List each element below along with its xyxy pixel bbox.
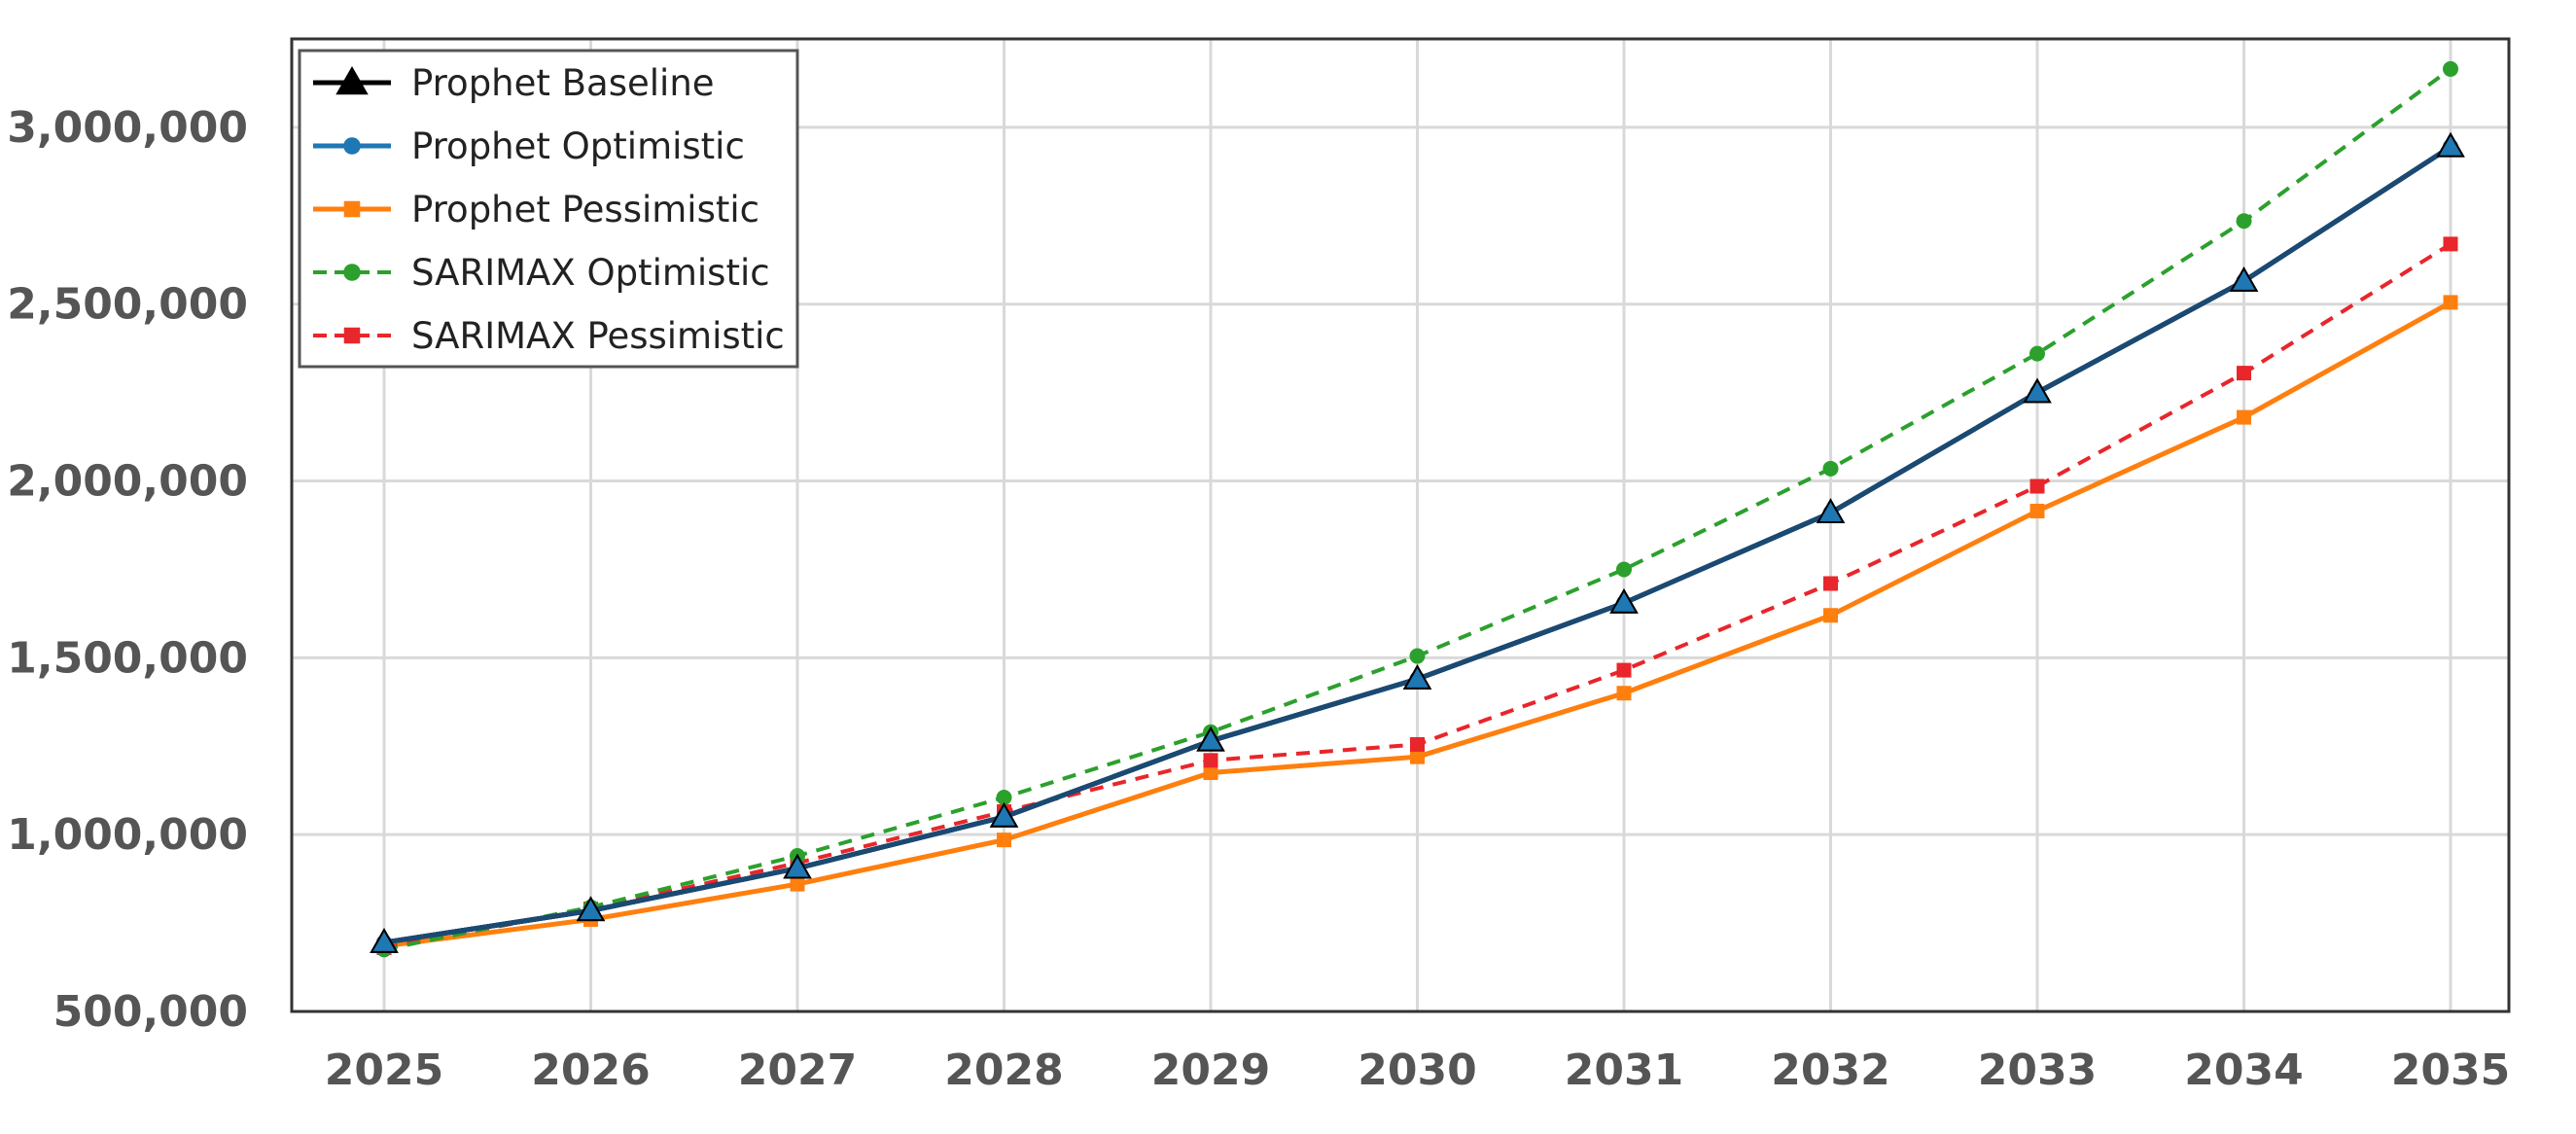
legend-label: Prophet Baseline bbox=[411, 62, 715, 104]
y-tick-label: 1,000,000 bbox=[7, 810, 248, 860]
data-point bbox=[783, 853, 812, 879]
data-point bbox=[2443, 236, 2458, 252]
legend-label: Prophet Pessimistic bbox=[411, 189, 759, 230]
x-tick-label: 2027 bbox=[738, 1045, 857, 1095]
x-tick-label: 2028 bbox=[944, 1045, 1063, 1095]
legend-marker bbox=[335, 65, 369, 95]
data-point bbox=[1203, 765, 1218, 781]
legend-label: SARIMAX Pessimistic bbox=[411, 315, 785, 357]
y-tick-label: 500,000 bbox=[53, 987, 248, 1037]
data-point bbox=[1402, 664, 1432, 690]
y-tick-label: 2,000,000 bbox=[7, 457, 248, 507]
data-point bbox=[1616, 561, 1632, 578]
data-point bbox=[2229, 266, 2259, 292]
x-tick-label: 2034 bbox=[2184, 1045, 2303, 1095]
data-point bbox=[1409, 648, 1426, 664]
legend-label: Prophet Optimistic bbox=[411, 125, 745, 167]
data-point bbox=[1410, 749, 1425, 764]
data-point bbox=[1616, 662, 1632, 678]
x-tick-label: 2026 bbox=[531, 1045, 650, 1095]
legend-item: SARIMAX Optimistic bbox=[313, 252, 770, 294]
x-tick-label: 2031 bbox=[1565, 1045, 1683, 1095]
data-point bbox=[576, 896, 606, 922]
data-point bbox=[989, 801, 1019, 828]
x-tick-label: 2029 bbox=[1151, 1045, 1270, 1095]
data-point bbox=[1823, 576, 1838, 591]
x-axis-ticks: 2025 2026 2027 2028 2029 2030 2031 2032 2033 2034… bbox=[325, 1045, 2510, 1095]
data-point bbox=[1609, 587, 1639, 614]
data-point bbox=[2443, 295, 2458, 310]
x-tick-label: 2035 bbox=[2391, 1045, 2510, 1095]
data-point bbox=[1823, 608, 1838, 623]
x-tick-label: 2030 bbox=[1358, 1045, 1476, 1095]
y-tick-label: 1,500,000 bbox=[7, 633, 248, 683]
series-overlay-baseline bbox=[370, 131, 2465, 953]
legend-marker bbox=[343, 327, 361, 344]
data-point bbox=[2237, 409, 2251, 425]
plot-frame bbox=[290, 37, 2511, 1013]
data-point bbox=[2029, 503, 2045, 518]
data-point bbox=[1816, 498, 1846, 524]
data-point bbox=[2023, 377, 2052, 404]
legend-label: SARIMAX Optimistic bbox=[411, 252, 770, 294]
data-point bbox=[2029, 478, 2045, 494]
data-point bbox=[2237, 366, 2251, 381]
y-tick-label: 3,000,000 bbox=[7, 103, 248, 153]
legend-marker bbox=[343, 264, 361, 281]
x-tick-label: 2032 bbox=[1771, 1045, 1889, 1095]
x-tick-label: 2025 bbox=[325, 1045, 443, 1095]
legend-item: Prophet Pessimistic bbox=[313, 189, 759, 230]
data-point bbox=[996, 790, 1012, 805]
data-point bbox=[1822, 460, 1839, 477]
legend-marker bbox=[343, 137, 361, 155]
data-point bbox=[997, 833, 1011, 848]
data-point bbox=[370, 928, 399, 953]
data-point bbox=[1203, 753, 1218, 768]
y-axis-ticks: 500,000 1,000,000 1,500,000 2,000,000 2,500,… bbox=[7, 103, 248, 1037]
legend-marker bbox=[343, 200, 361, 218]
x-tick-label: 2033 bbox=[1978, 1045, 2097, 1095]
series-lines bbox=[370, 60, 2465, 958]
data-point bbox=[2443, 60, 2458, 77]
data-point bbox=[2236, 213, 2252, 230]
data-point bbox=[2029, 345, 2045, 362]
legend-item: Prophet Baseline bbox=[313, 62, 715, 104]
legend-item: SARIMAX Pessimistic bbox=[313, 315, 785, 357]
legend: Prophet Baseline Prophet Optimistic Prophe… bbox=[298, 49, 799, 369]
data-point bbox=[1616, 686, 1632, 701]
data-point bbox=[1410, 736, 1425, 752]
data-point bbox=[1196, 726, 1225, 752]
legend-item: Prophet Optimistic bbox=[313, 125, 745, 167]
data-point bbox=[790, 876, 805, 892]
data-point bbox=[2436, 131, 2465, 158]
y-tick-label: 2,500,000 bbox=[7, 280, 248, 330]
